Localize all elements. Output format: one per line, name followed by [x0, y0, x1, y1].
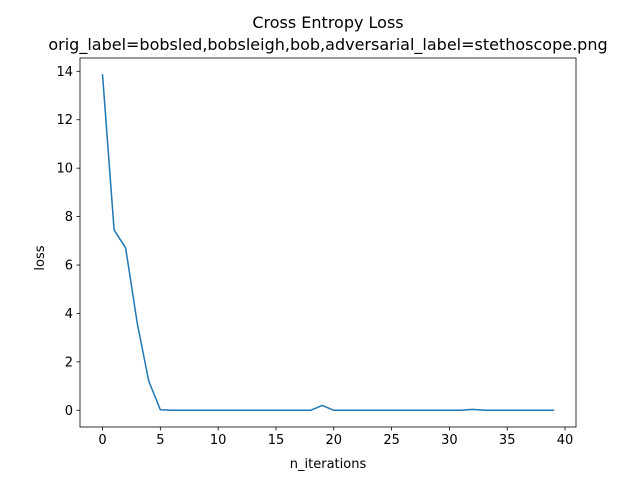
- x-tick-label: 10: [210, 433, 227, 448]
- y-tick-label: 8: [65, 210, 73, 225]
- x-tick-label: 20: [326, 433, 343, 448]
- y-tick-label: 2: [65, 355, 73, 370]
- x-tick-label: 5: [156, 433, 164, 448]
- y-tick-label: 14: [56, 65, 73, 80]
- x-tick-label: 35: [499, 433, 516, 448]
- series-line-0: [101, 74, 555, 412]
- x-tick-label: 30: [441, 433, 458, 448]
- x-tick-label: 40: [557, 433, 574, 448]
- plot-frame: [79, 57, 577, 428]
- x-tick-label: 25: [383, 433, 400, 448]
- x-tick-label: 0: [98, 433, 106, 448]
- y-tick-label: 4: [65, 307, 73, 322]
- x-axis: 0 5 10 15 20 25 30 35 40: [98, 427, 573, 448]
- x-axis-label: n_iterations: [290, 457, 367, 472]
- y-tick-label: 6: [65, 259, 73, 274]
- x-tick-label: 15: [268, 433, 285, 448]
- chart-subtitle: orig_label=bobsled,bobsleigh,bob,adversa…: [48, 35, 607, 55]
- y-tick-label: 0: [65, 404, 73, 419]
- y-axis: 0 2 4 6 8 10 12 14: [56, 65, 80, 419]
- y-tick-label: 12: [56, 113, 73, 128]
- y-tick-label: 10: [56, 162, 73, 177]
- plot-area: [79, 57, 577, 428]
- chart-title: Cross Entropy Loss: [252, 13, 403, 32]
- y-axis-label: loss: [33, 245, 48, 270]
